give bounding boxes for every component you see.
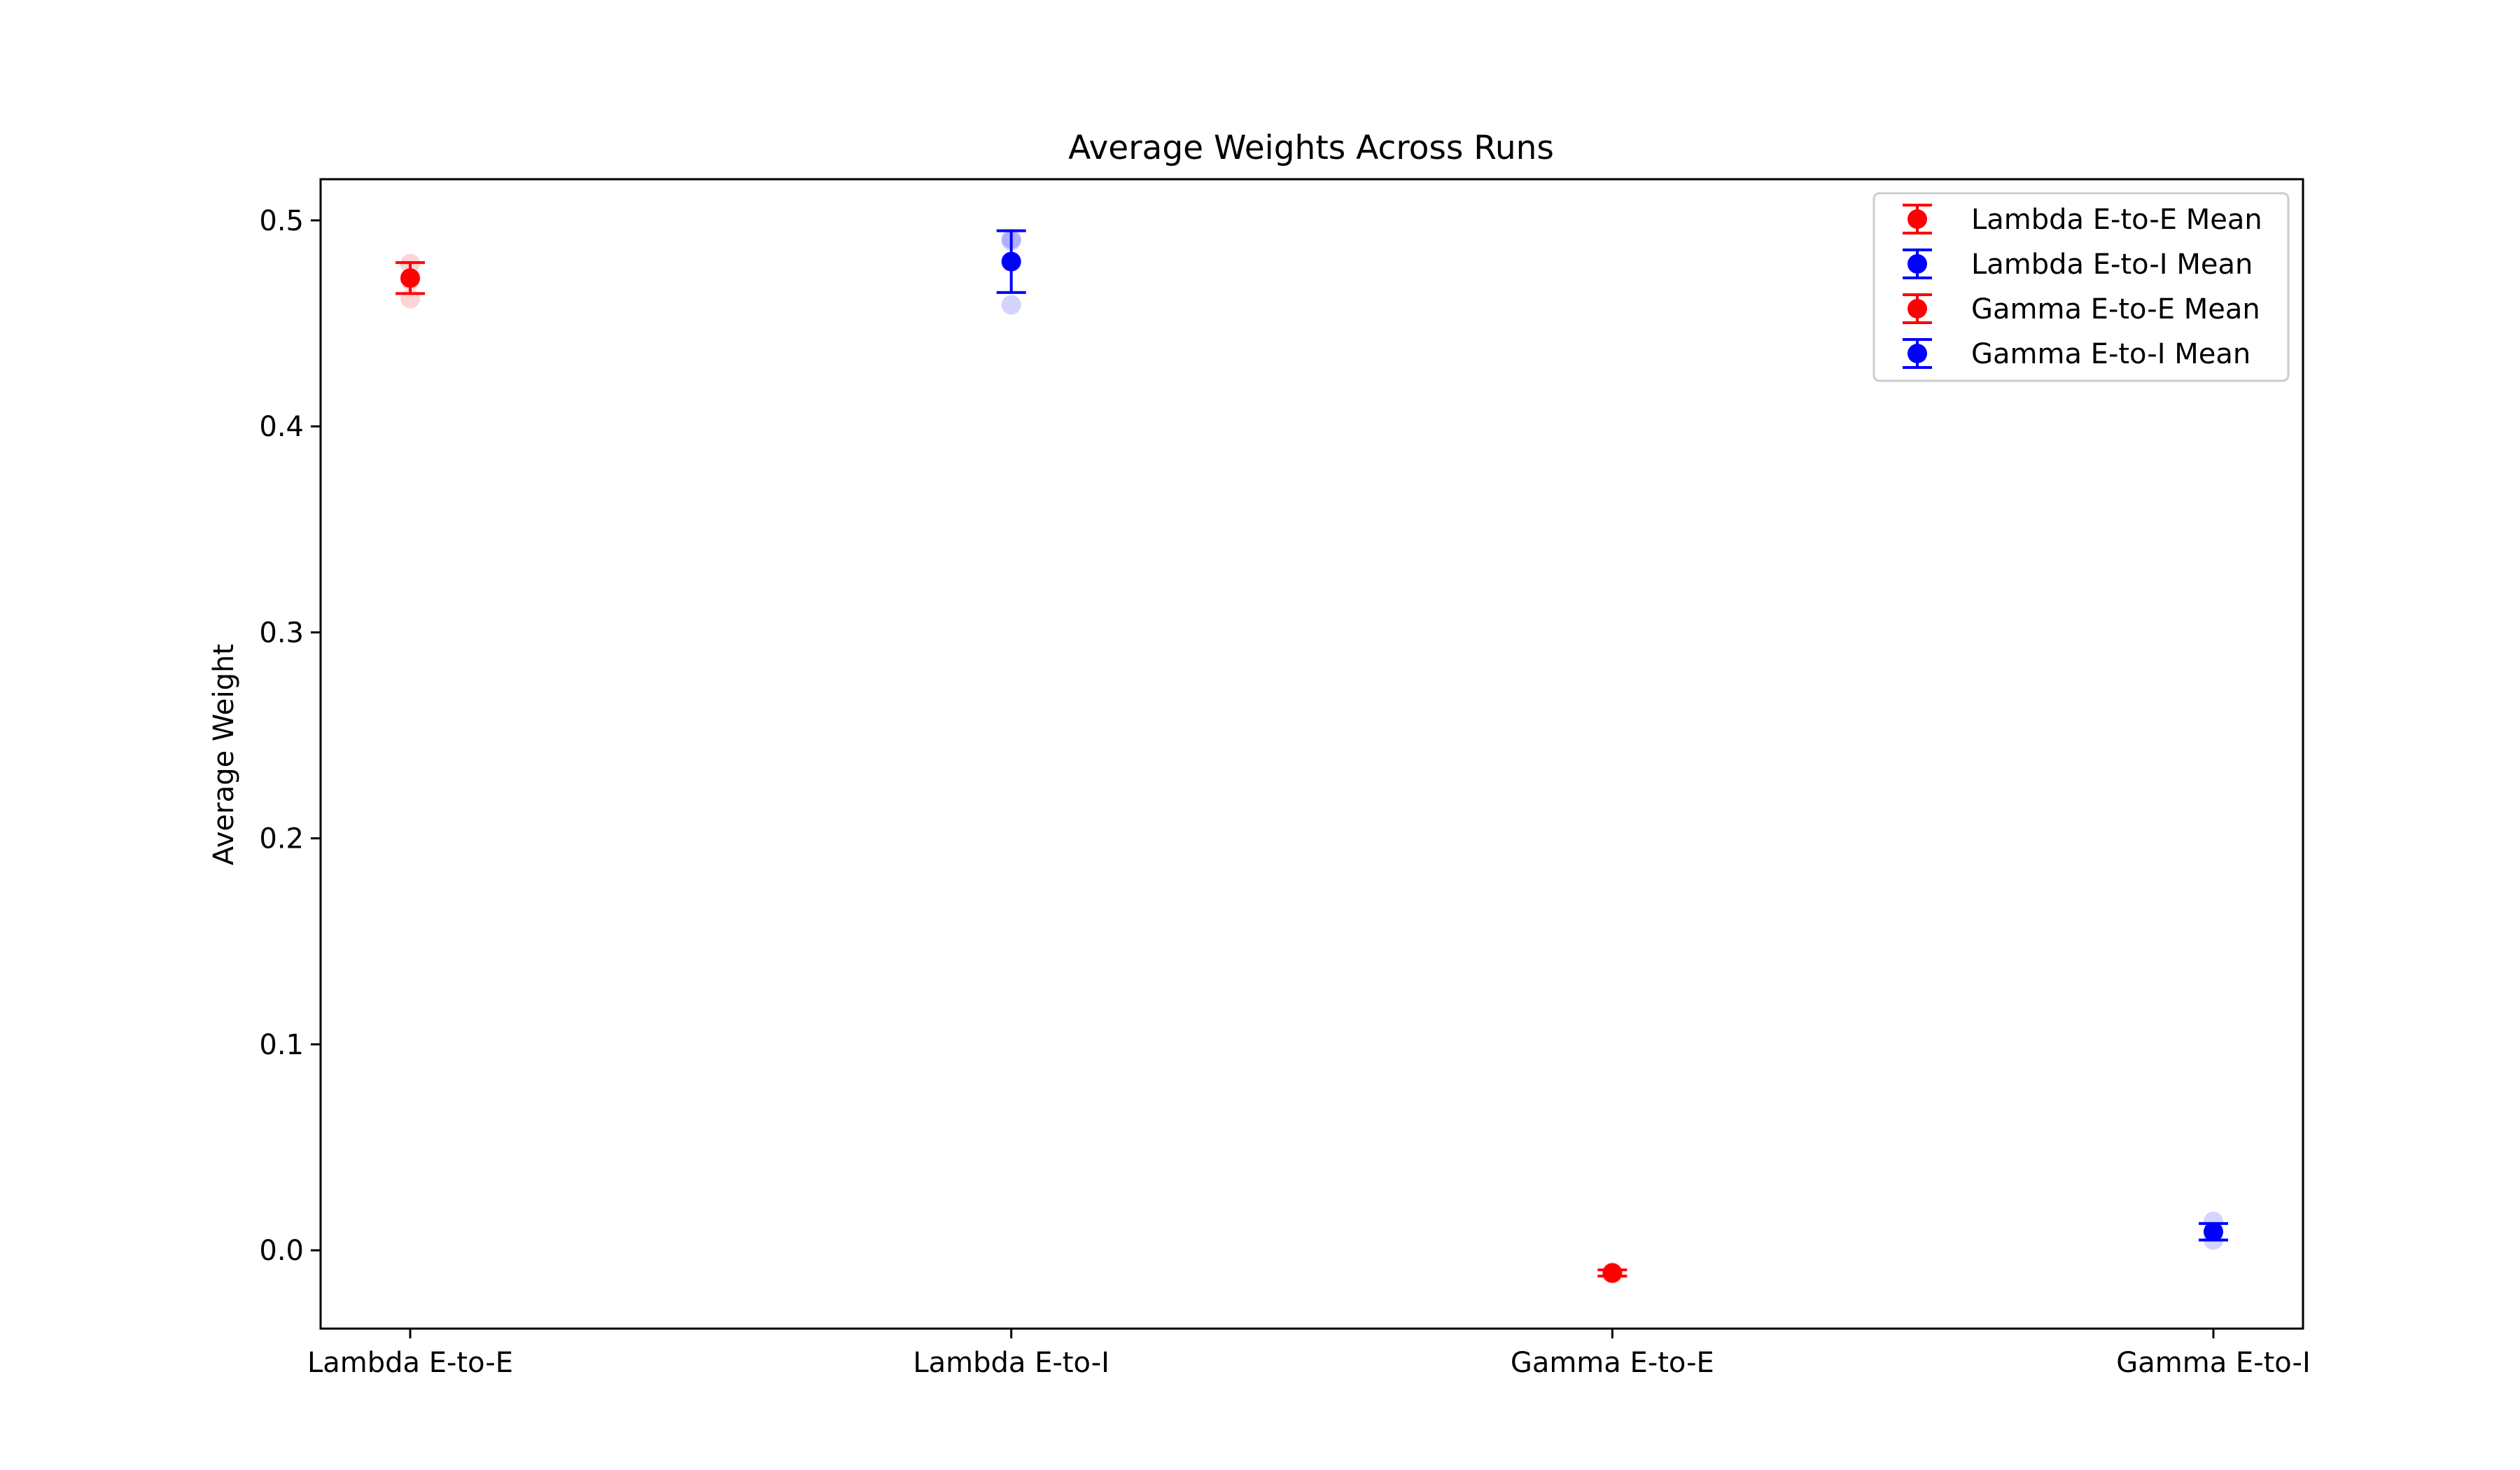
- x-ticks: Lambda E-to-E Lambda E-to-I Gamma E-to-E Ga…: [307, 1329, 2311, 1379]
- legend-marker: [1907, 344, 1927, 363]
- legend: Lambda E-to-E Mean Lambda E-to-I Mean Gamm…: [1872, 192, 2290, 382]
- x-tick-label: Gamma E-to-E: [1511, 1347, 1714, 1379]
- y-tick-label: 0.4: [259, 411, 304, 443]
- run-point: [1001, 295, 1021, 315]
- plot-frame: [319, 178, 2304, 1330]
- mean-point: [1602, 1263, 1623, 1283]
- y-axis-label: Average Weight: [208, 644, 240, 865]
- x-tick-label: Gamma E-to-I: [2116, 1347, 2311, 1379]
- legend-label: Gamma E-to-E Mean: [1971, 293, 2260, 326]
- mean-point: [400, 268, 420, 288]
- y-tick-label: 0.3: [259, 617, 304, 649]
- legend-marker: [1907, 299, 1927, 318]
- mean-point: [2204, 1222, 2223, 1242]
- y-ticks: 0.0 0.1 0.2 0.3 0.4 0.5: [259, 205, 321, 1267]
- x-tick-label: Lambda E-to-E: [307, 1347, 513, 1379]
- legend-marker: [1907, 209, 1927, 229]
- y-tick-label: 0.5: [259, 205, 304, 237]
- mean-points: [400, 251, 2223, 1283]
- y-tick-label: 0.2: [259, 823, 304, 855]
- legend-marker: [1907, 254, 1927, 274]
- y-tick-label: 0.1: [259, 1029, 304, 1061]
- legend-label: Lambda E-to-I Mean: [1971, 248, 2253, 281]
- y-tick-label: 0.0: [259, 1235, 304, 1267]
- legend-label: Lambda E-to-E Mean: [1971, 204, 2262, 236]
- legend-box: [1872, 192, 2290, 382]
- mean-point: [1001, 251, 1021, 272]
- legend-label: Gamma E-to-I Mean: [1971, 338, 2250, 370]
- chart-title: Average Weights Across Runs: [1068, 129, 1554, 167]
- x-tick-label: Lambda E-to-I: [913, 1347, 1110, 1379]
